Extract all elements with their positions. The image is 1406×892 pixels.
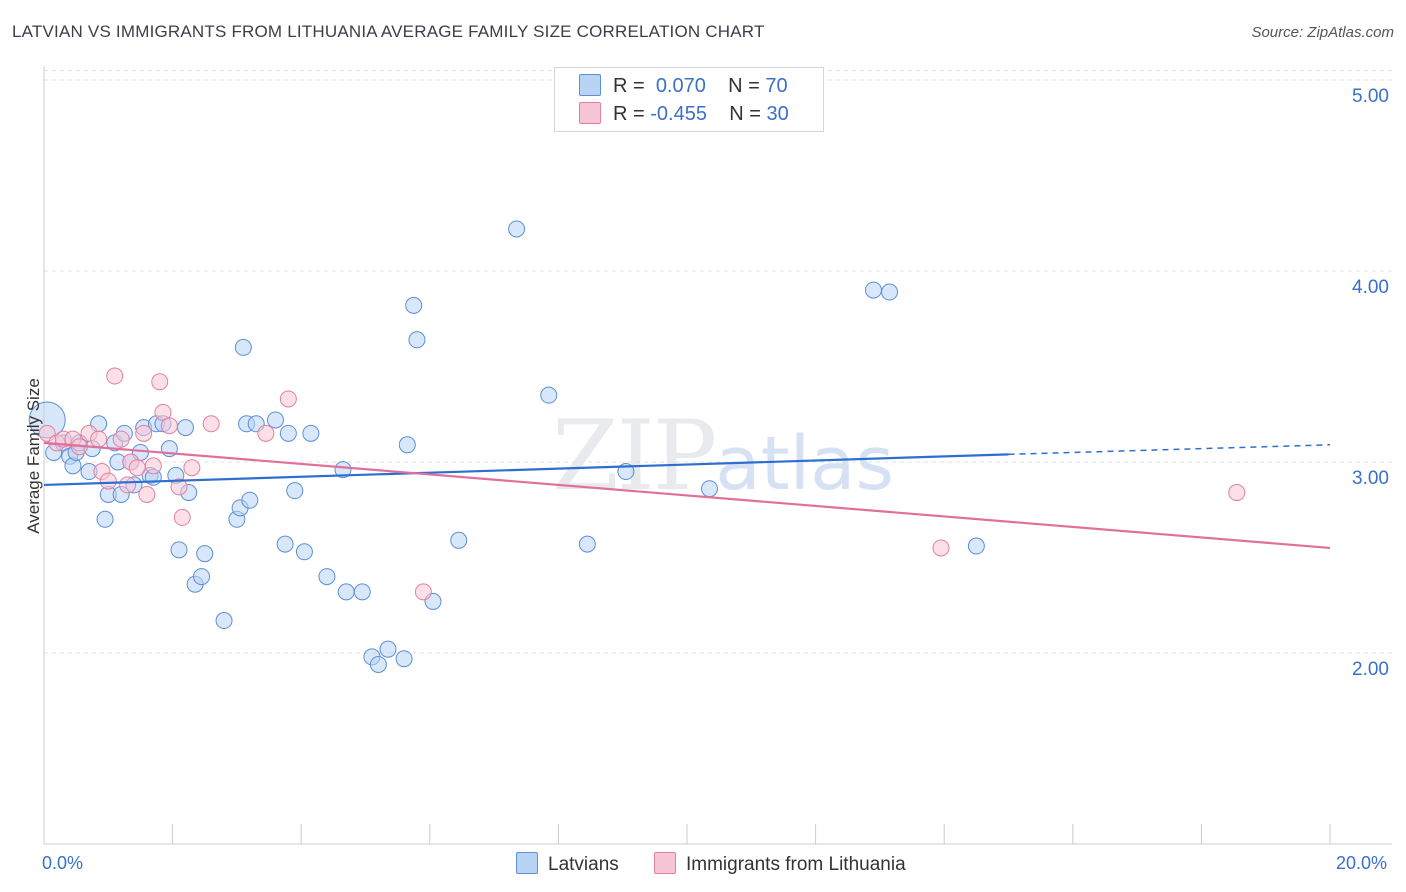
legend-n-label: N = [729, 103, 761, 125]
lithuania-point [1228, 484, 1246, 502]
lithuania-point [112, 430, 130, 448]
lithuania-point [160, 417, 178, 435]
lithuania-point [414, 583, 432, 601]
y-tick-label: 2.00 [1352, 659, 1389, 680]
latvians-point [353, 583, 371, 601]
latvians-point [578, 535, 596, 553]
latvians-point [302, 424, 320, 442]
bottom-legend-swatch-lithuania [654, 852, 676, 874]
latvians-point [881, 283, 899, 301]
legend-n-value-lithuania: 30 [766, 103, 789, 125]
y-tick-label: 5.00 [1352, 86, 1389, 107]
source-label: Source: ZipAtlas.com [1251, 24, 1394, 41]
lithuania-trend-line [43, 441, 1331, 550]
legend-n-value-latvians: 70 [765, 75, 788, 97]
latvians-trend-extension [1008, 444, 1331, 456]
latvians-point [318, 568, 336, 586]
latvians-point [295, 543, 313, 561]
lithuania-point [932, 539, 950, 557]
latvians-point [334, 461, 352, 479]
legend-swatch-latvians [579, 74, 601, 96]
lithuania-point [151, 373, 169, 391]
lithuania-point [135, 424, 153, 442]
bottom-legend-lithuania[interactable]: Immigrants from Lithuania [654, 852, 906, 876]
legend-r-label: R = [613, 75, 645, 97]
latvians-point [193, 568, 211, 586]
latvians-point [540, 386, 558, 404]
latvians-point [176, 419, 194, 437]
lithuania-point [138, 485, 156, 503]
lithuania-point [119, 476, 137, 494]
lithuania-point [144, 457, 162, 475]
latvians-point [241, 491, 259, 509]
latvians-point [398, 436, 416, 454]
bottom-legend-label-latvians: Latvians [548, 854, 619, 875]
lithuania-point [202, 415, 220, 433]
legend-r-label: R = [613, 103, 645, 125]
legend-r-value-latvians: 0.070 [655, 75, 706, 97]
latvians-point [215, 612, 233, 630]
lithuania-point [128, 459, 146, 477]
latvians-point [369, 655, 387, 673]
latvians-point [196, 545, 214, 563]
lithuania-point [170, 478, 188, 496]
latvians-point [279, 424, 297, 442]
latvians-point [337, 583, 355, 601]
y-tick-label: 3.00 [1352, 468, 1389, 489]
legend-row-lithuania: R = -0.455 N = 30 [579, 102, 789, 128]
legend-row-latvians: R = 0.070 N = 70 [579, 74, 788, 100]
latvians-point [408, 331, 426, 349]
legend-swatch-lithuania [579, 102, 601, 124]
latvians-trend-line [43, 453, 1009, 487]
latvians-point [450, 531, 468, 549]
x-tick-label-min: 0.0% [42, 853, 84, 873]
x-tick-label-max: 20.0% [1336, 853, 1388, 873]
lithuania-point [99, 472, 117, 490]
legend-n-label: N = [728, 75, 760, 97]
lithuania-point [173, 508, 191, 526]
latvians-point [234, 338, 252, 356]
lithuania-point [257, 424, 275, 442]
watermark-zip: ZIP [552, 400, 717, 512]
y-axis-title: Average Family Size [24, 378, 43, 534]
bottom-legend-swatch-latvians [516, 852, 538, 874]
bottom-legend-label-lithuania: Immigrants from Lithuania [686, 854, 906, 875]
watermark: ZIPatlas [552, 400, 894, 512]
y-tick-label: 4.00 [1352, 277, 1389, 298]
lithuania-point [106, 367, 124, 385]
latvians-point [405, 296, 423, 314]
latvians-point [170, 541, 188, 559]
lithuania-point [90, 430, 108, 448]
latvians-point [701, 480, 719, 498]
chart-title: LATVIAN VS IMMIGRANTS FROM LITHUANIA AVE… [12, 22, 765, 41]
latvians-point [276, 535, 294, 553]
latvians-point [508, 220, 526, 238]
latvians-point [266, 411, 284, 429]
stats-legend: R = 0.070 N = 70 R = -0.455 N = 30 [554, 67, 824, 132]
latvians-point [96, 510, 114, 528]
latvians-point [967, 537, 985, 555]
latvians-point [286, 482, 304, 500]
lithuania-point [183, 459, 201, 477]
legend-r-value-lithuania: -0.455 [650, 103, 707, 125]
latvians-point [395, 650, 413, 668]
latvians-point [864, 281, 882, 299]
watermark-atlas: atlas [715, 421, 895, 507]
lithuania-point [279, 390, 297, 408]
latvians-point [379, 640, 397, 658]
bottom-legend-latvians[interactable]: Latvians [516, 852, 619, 876]
